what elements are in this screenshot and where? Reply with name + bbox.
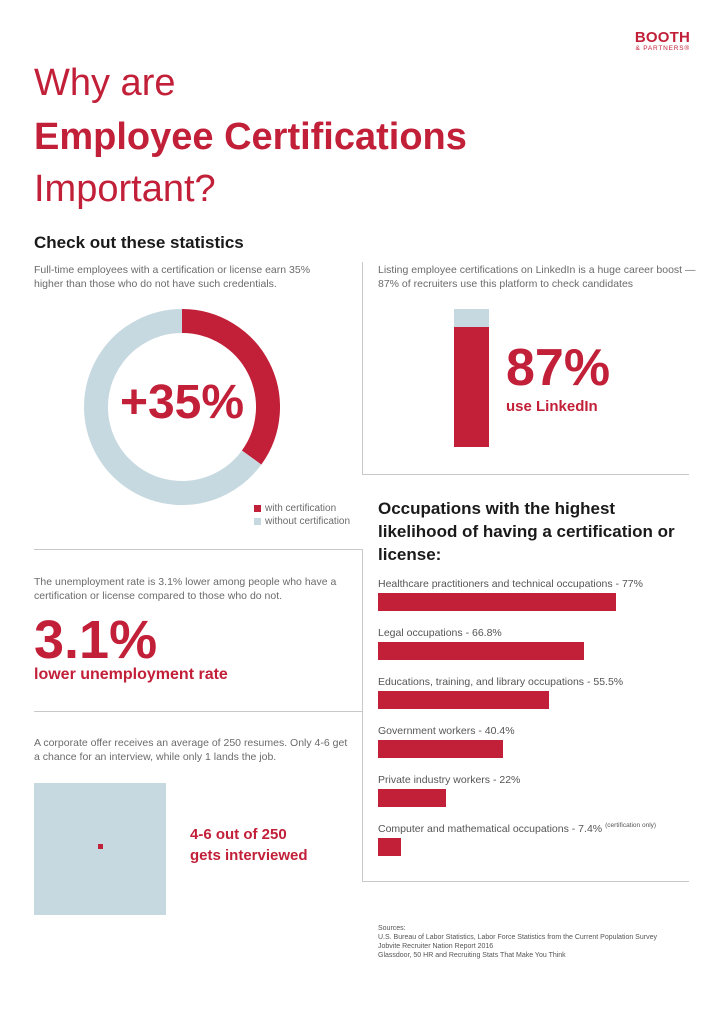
legend-label-without: without certification [265, 516, 351, 527]
source-item: Glassdoor, 50 HR and Recruiting Stats Th… [378, 952, 566, 959]
vertical-divider-top [362, 262, 363, 474]
occupation-note: (certification only) [605, 822, 657, 829]
unemployment-description: The unemployment rate is 3.1% lower amon… [34, 576, 337, 602]
linkedin-label: use LinkedIn [506, 398, 598, 415]
unemployment-value: 3.1% [34, 610, 158, 670]
resumes-square [34, 783, 166, 915]
linkedin-value: 87% [506, 339, 611, 397]
legend-label-with: with certification [265, 503, 337, 514]
brand-logo: BOOTH & PARTNERS® [635, 30, 690, 53]
title-line1: Why are [34, 62, 176, 104]
source-item: Jobvite Recruiter Nation Report 2016 [378, 943, 494, 950]
occupation-bar [378, 838, 401, 856]
divider-unemployment [34, 711, 362, 712]
occupation-label: Legal occupations - 66.8% [378, 627, 502, 640]
interviewed-dot [98, 844, 103, 849]
subheading: Check out these statistics [34, 233, 244, 252]
divider-occupations [362, 881, 689, 882]
occupation-label-text: Computer and mathematical occupations - … [378, 823, 603, 835]
occupation-bar [378, 740, 503, 758]
brand-line2: & PARTNERS® [635, 45, 690, 52]
occupation-label: Private industry workers - 22% [378, 774, 520, 787]
occupation-bar [378, 642, 584, 660]
sources-heading: Sources: [378, 925, 406, 932]
vertical-divider-middle [362, 549, 363, 882]
legend-swatch-with [254, 504, 261, 512]
linkedin-description: Listing employee certifications on Linke… [378, 264, 696, 290]
legend-item-without: without certification [254, 515, 350, 528]
donut-slice-with-certification [181, 309, 280, 465]
occupation-label: Government workers - 40.4% [378, 725, 515, 738]
title-line3: Important? [34, 168, 216, 210]
title-line2: Employee Certifications [34, 116, 467, 158]
divider-earnings [34, 549, 362, 550]
donut-slice-without-certification [84, 309, 262, 505]
occupation-bar [378, 789, 446, 807]
source-item: U.S. Bureau of Labor Statistics, Labor F… [378, 934, 657, 941]
occupation-label-text: Government workers - 40.4% [378, 725, 515, 737]
occupation-label-text: Healthcare practitioners and technical o… [378, 578, 643, 590]
linkedin-bar-fill [454, 327, 489, 447]
unemployment-label: lower unemployment rate [34, 666, 228, 683]
resumes-callout: 4-6 out of 250 gets interviewed [190, 824, 308, 866]
legend-swatch-without [254, 517, 261, 525]
occupation-label: Educations, training, and library occupa… [378, 676, 623, 689]
sources: Sources: U.S. Bureau of Labor Statistics… [378, 924, 657, 960]
earnings-description: Full-time employees with a certification… [34, 264, 311, 290]
resumes-line2: gets interviewed [190, 847, 308, 864]
occupation-bar [378, 691, 549, 709]
occupation-label-text: Legal occupations - 66.8% [378, 627, 502, 639]
occupations-title: Occupations with the highest likelihood … [378, 499, 675, 564]
earnings-value: +35% [119, 376, 245, 429]
occupation-label: Computer and mathematical occupations - … [378, 822, 657, 836]
occupation-label-text: Educations, training, and library occupa… [378, 676, 624, 688]
brand-line1: BOOTH [634, 29, 690, 46]
divider-linkedin [362, 474, 689, 475]
occupation-bar [378, 593, 616, 611]
resumes-description: A corporate offer receives an average of… [34, 737, 348, 763]
occupation-label-text: Private industry workers - 22% [378, 774, 521, 786]
earnings-donut-chart [84, 309, 280, 505]
resumes-line1: 4-6 out of 250 [190, 826, 287, 843]
legend-item-with: with certification [254, 502, 336, 515]
occupation-label: Healthcare practitioners and technical o… [378, 578, 643, 591]
